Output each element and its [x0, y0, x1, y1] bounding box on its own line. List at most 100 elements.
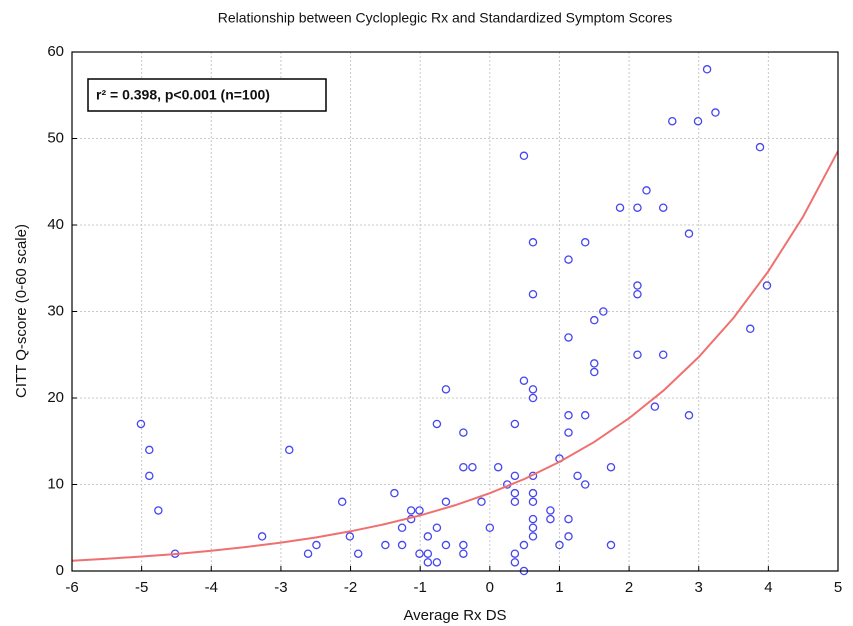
point: [415, 549, 424, 558]
y-tick-label: 20: [47, 389, 64, 406]
point: [519, 151, 529, 161]
point: [303, 549, 313, 558]
point: [573, 471, 582, 481]
x-tick-label: 5: [834, 579, 842, 596]
point: [423, 549, 433, 558]
point: [615, 203, 625, 212]
x-tick-label: 2: [625, 579, 633, 596]
point: [423, 558, 433, 567]
point: [459, 549, 468, 558]
point: [702, 65, 712, 74]
point: [154, 506, 163, 515]
point: [528, 514, 538, 524]
point: [642, 186, 651, 195]
point: [485, 523, 495, 533]
point: [468, 462, 477, 472]
point: [441, 540, 451, 550]
point: [755, 142, 765, 152]
point: [590, 367, 599, 377]
point: [493, 462, 503, 472]
point: [711, 108, 720, 117]
point: [397, 540, 407, 550]
x-tick-label: -1: [414, 579, 427, 596]
point: [510, 419, 520, 429]
point: [746, 324, 755, 334]
point: [580, 411, 590, 420]
x-tick-label: -6: [65, 579, 78, 596]
point: [519, 540, 529, 550]
y-tick-label: 50: [47, 129, 64, 146]
point: [564, 428, 573, 437]
point: [528, 532, 538, 541]
point: [459, 462, 468, 472]
point: [406, 506, 416, 515]
point: [546, 506, 555, 515]
point: [136, 419, 146, 429]
point: [599, 307, 608, 316]
y-tick-label: 0: [56, 562, 64, 579]
point: [564, 532, 573, 541]
point: [668, 116, 677, 126]
x-tick-label: 1: [555, 579, 563, 596]
point: [528, 385, 538, 394]
plot-area: [72, 52, 838, 571]
point: [345, 532, 355, 541]
point: [390, 488, 399, 498]
point: [381, 540, 390, 550]
y-tick-label: 10: [47, 475, 64, 492]
point: [590, 359, 599, 368]
y-tick-label: 30: [47, 302, 64, 319]
point: [432, 419, 442, 429]
point: [580, 238, 590, 247]
point: [684, 229, 694, 238]
point: [441, 497, 451, 507]
chart-title: Relationship between Cycloplegic Rx and …: [218, 10, 672, 26]
point: [423, 532, 433, 541]
point: [510, 549, 520, 558]
point: [510, 488, 520, 498]
point: [432, 558, 442, 567]
point: [633, 203, 642, 212]
point: [312, 540, 321, 550]
point: [528, 289, 538, 299]
point: [658, 350, 668, 359]
point: [658, 203, 668, 212]
point: [432, 523, 442, 533]
point: [510, 497, 520, 507]
point: [564, 333, 573, 342]
point: [693, 116, 703, 126]
point: [397, 523, 407, 533]
x-tick-label: -5: [135, 579, 148, 596]
point: [145, 471, 154, 481]
point: [633, 289, 642, 299]
y-axis-label: CITT Q-score (0-60 scale): [13, 224, 30, 398]
point: [528, 393, 538, 403]
point: [459, 428, 468, 437]
annotation-box: [87, 78, 327, 112]
x-tick-label: -3: [274, 579, 287, 596]
fit-line: [72, 150, 838, 562]
point: [555, 540, 564, 550]
point: [564, 514, 573, 524]
point: [606, 462, 616, 472]
point: [441, 385, 451, 394]
point: [528, 523, 538, 533]
point: [633, 281, 642, 290]
point: [564, 411, 573, 420]
point: [633, 350, 642, 359]
point: [580, 480, 590, 489]
point: [510, 558, 520, 567]
x-tick-label: 3: [695, 579, 703, 596]
point: [650, 402, 660, 411]
point: [762, 281, 772, 290]
point: [528, 488, 538, 498]
point: [415, 506, 424, 515]
y-tick-label: 40: [47, 216, 64, 233]
point: [519, 376, 529, 385]
point: [684, 411, 694, 420]
point: [564, 255, 573, 264]
x-axis-label: Average Rx DS: [403, 607, 506, 624]
point: [546, 514, 555, 524]
